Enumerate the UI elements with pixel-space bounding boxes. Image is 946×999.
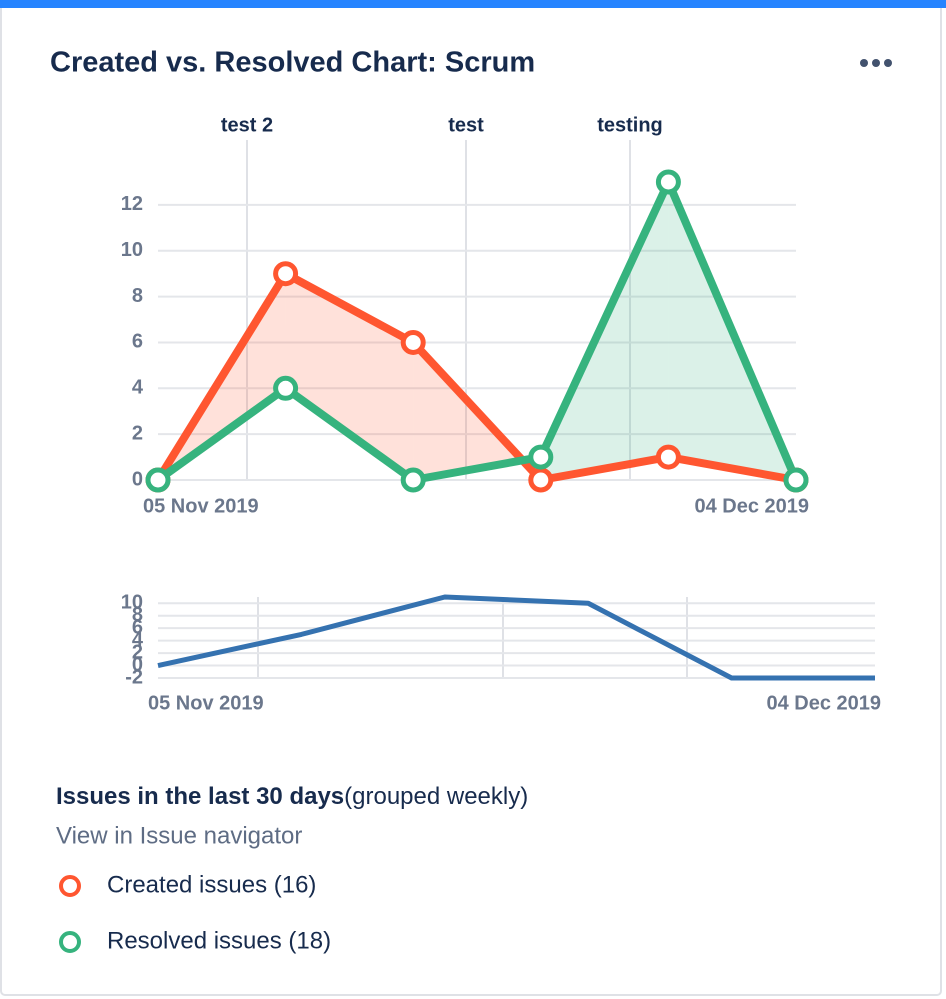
y-tick-label: 0 [132,468,143,490]
legend-marker [59,875,81,897]
x-tick-label: 04 Dec 2019 [766,692,881,714]
data-point [145,467,171,493]
y-tick-label: 8 [132,285,143,307]
series-line [154,269,797,484]
version-label: test 2 [221,114,273,136]
legend-label: Resolved issues (18) [107,927,331,954]
series-line [155,178,800,484]
y-tick-label: 2 [132,422,143,444]
legend-label: Created issues (16) [107,871,316,898]
y-tick-label: 6 [132,331,143,353]
data-point [783,467,809,493]
y-tick-label: 8 [132,604,143,626]
y-tick-label: 10 [121,239,143,261]
heading: Issues in the last 30 days [56,783,344,810]
y-tick-label: 4 [132,629,144,651]
footer-heading: Issues in the last 30 days(grouped weekl… [56,783,528,810]
card-top-bar [0,0,946,8]
data-point [400,467,426,493]
y-tick-label: 4 [132,377,144,399]
area-fill [285,273,414,480]
data-point [528,467,554,493]
gadget-title: Created vs. Resolved Chart: Scrum [50,47,535,79]
x-tick-label: 05 Nov 2019 [148,692,264,714]
y-tick-label: -2 [125,666,143,688]
x-tick-label: 04 Dec 2019 [694,495,809,517]
y-tick-label: 12 [121,193,143,215]
menu-button[interactable] [860,59,892,67]
data-point [528,444,554,470]
series-line [157,594,875,681]
y-tick-label: 6 [132,616,143,638]
y-tick-label: 2 [132,641,143,663]
heading-note: (grouped weekly) [344,783,528,810]
data-point [655,169,681,195]
data-point [273,261,299,287]
data-point [273,375,299,401]
data-point [400,329,426,355]
version-label: test [448,114,484,136]
data-point [655,444,681,470]
version-label: testing [597,114,663,136]
x-tick-label: 05 Nov 2019 [143,495,259,517]
y-tick-label: 0 [132,654,143,676]
legend-marker [59,931,81,953]
y-tick-label: 10 [121,592,143,614]
issue-navigator-link[interactable]: View in Issue navigator [56,822,302,849]
